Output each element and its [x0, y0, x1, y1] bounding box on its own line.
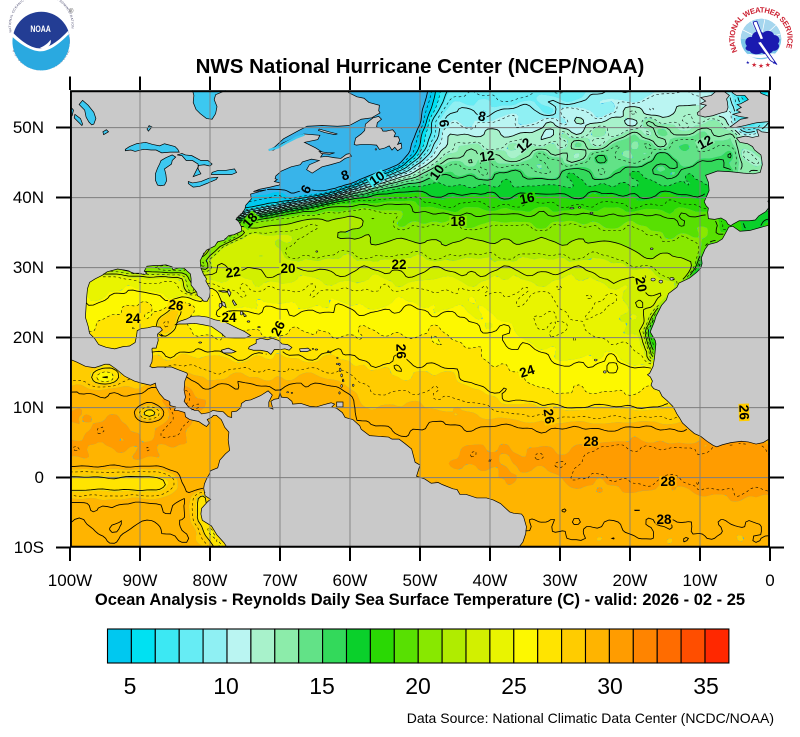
svg-text:5: 5: [124, 673, 137, 699]
svg-text:25: 25: [501, 673, 527, 699]
svg-text:26: 26: [168, 297, 185, 314]
svg-text:8: 8: [477, 108, 488, 124]
svg-text:26: 26: [393, 344, 409, 360]
svg-text:★: ★: [765, 61, 771, 69]
svg-text:30: 30: [597, 673, 623, 699]
svg-text:26: 26: [268, 318, 289, 339]
svg-text:12: 12: [513, 135, 534, 156]
svg-text:20: 20: [280, 261, 295, 276]
svg-text:24: 24: [518, 362, 537, 381]
svg-text:★: ★: [772, 60, 777, 65]
svg-text:18: 18: [450, 214, 466, 229]
svg-text:15: 15: [309, 673, 335, 699]
svg-text:★: ★: [758, 62, 764, 70]
svg-text:22: 22: [391, 257, 406, 272]
svg-text:★: ★: [746, 60, 751, 65]
svg-text:16: 16: [518, 189, 536, 207]
svg-text:20: 20: [632, 276, 649, 293]
svg-text:26: 26: [736, 405, 752, 421]
svg-text:24: 24: [221, 310, 237, 325]
svg-text:20: 20: [405, 673, 431, 699]
svg-text:28: 28: [583, 434, 599, 449]
svg-text:28: 28: [656, 512, 672, 527]
svg-text:28: 28: [660, 474, 676, 489]
svg-text:35: 35: [693, 673, 719, 699]
svg-text:®: ®: [69, 8, 74, 15]
svg-text:10: 10: [427, 162, 448, 183]
svg-text:NOAA: NOAA: [30, 24, 51, 34]
svg-text:24: 24: [125, 311, 141, 326]
svg-text:10: 10: [213, 673, 239, 699]
svg-text:12: 12: [479, 148, 496, 165]
svg-text:26: 26: [541, 408, 558, 425]
svg-text:6: 6: [436, 119, 452, 128]
svg-text:10: 10: [367, 168, 388, 189]
svg-text:12: 12: [695, 132, 715, 152]
svg-text:★: ★: [751, 61, 757, 69]
svg-text:22: 22: [225, 264, 242, 281]
